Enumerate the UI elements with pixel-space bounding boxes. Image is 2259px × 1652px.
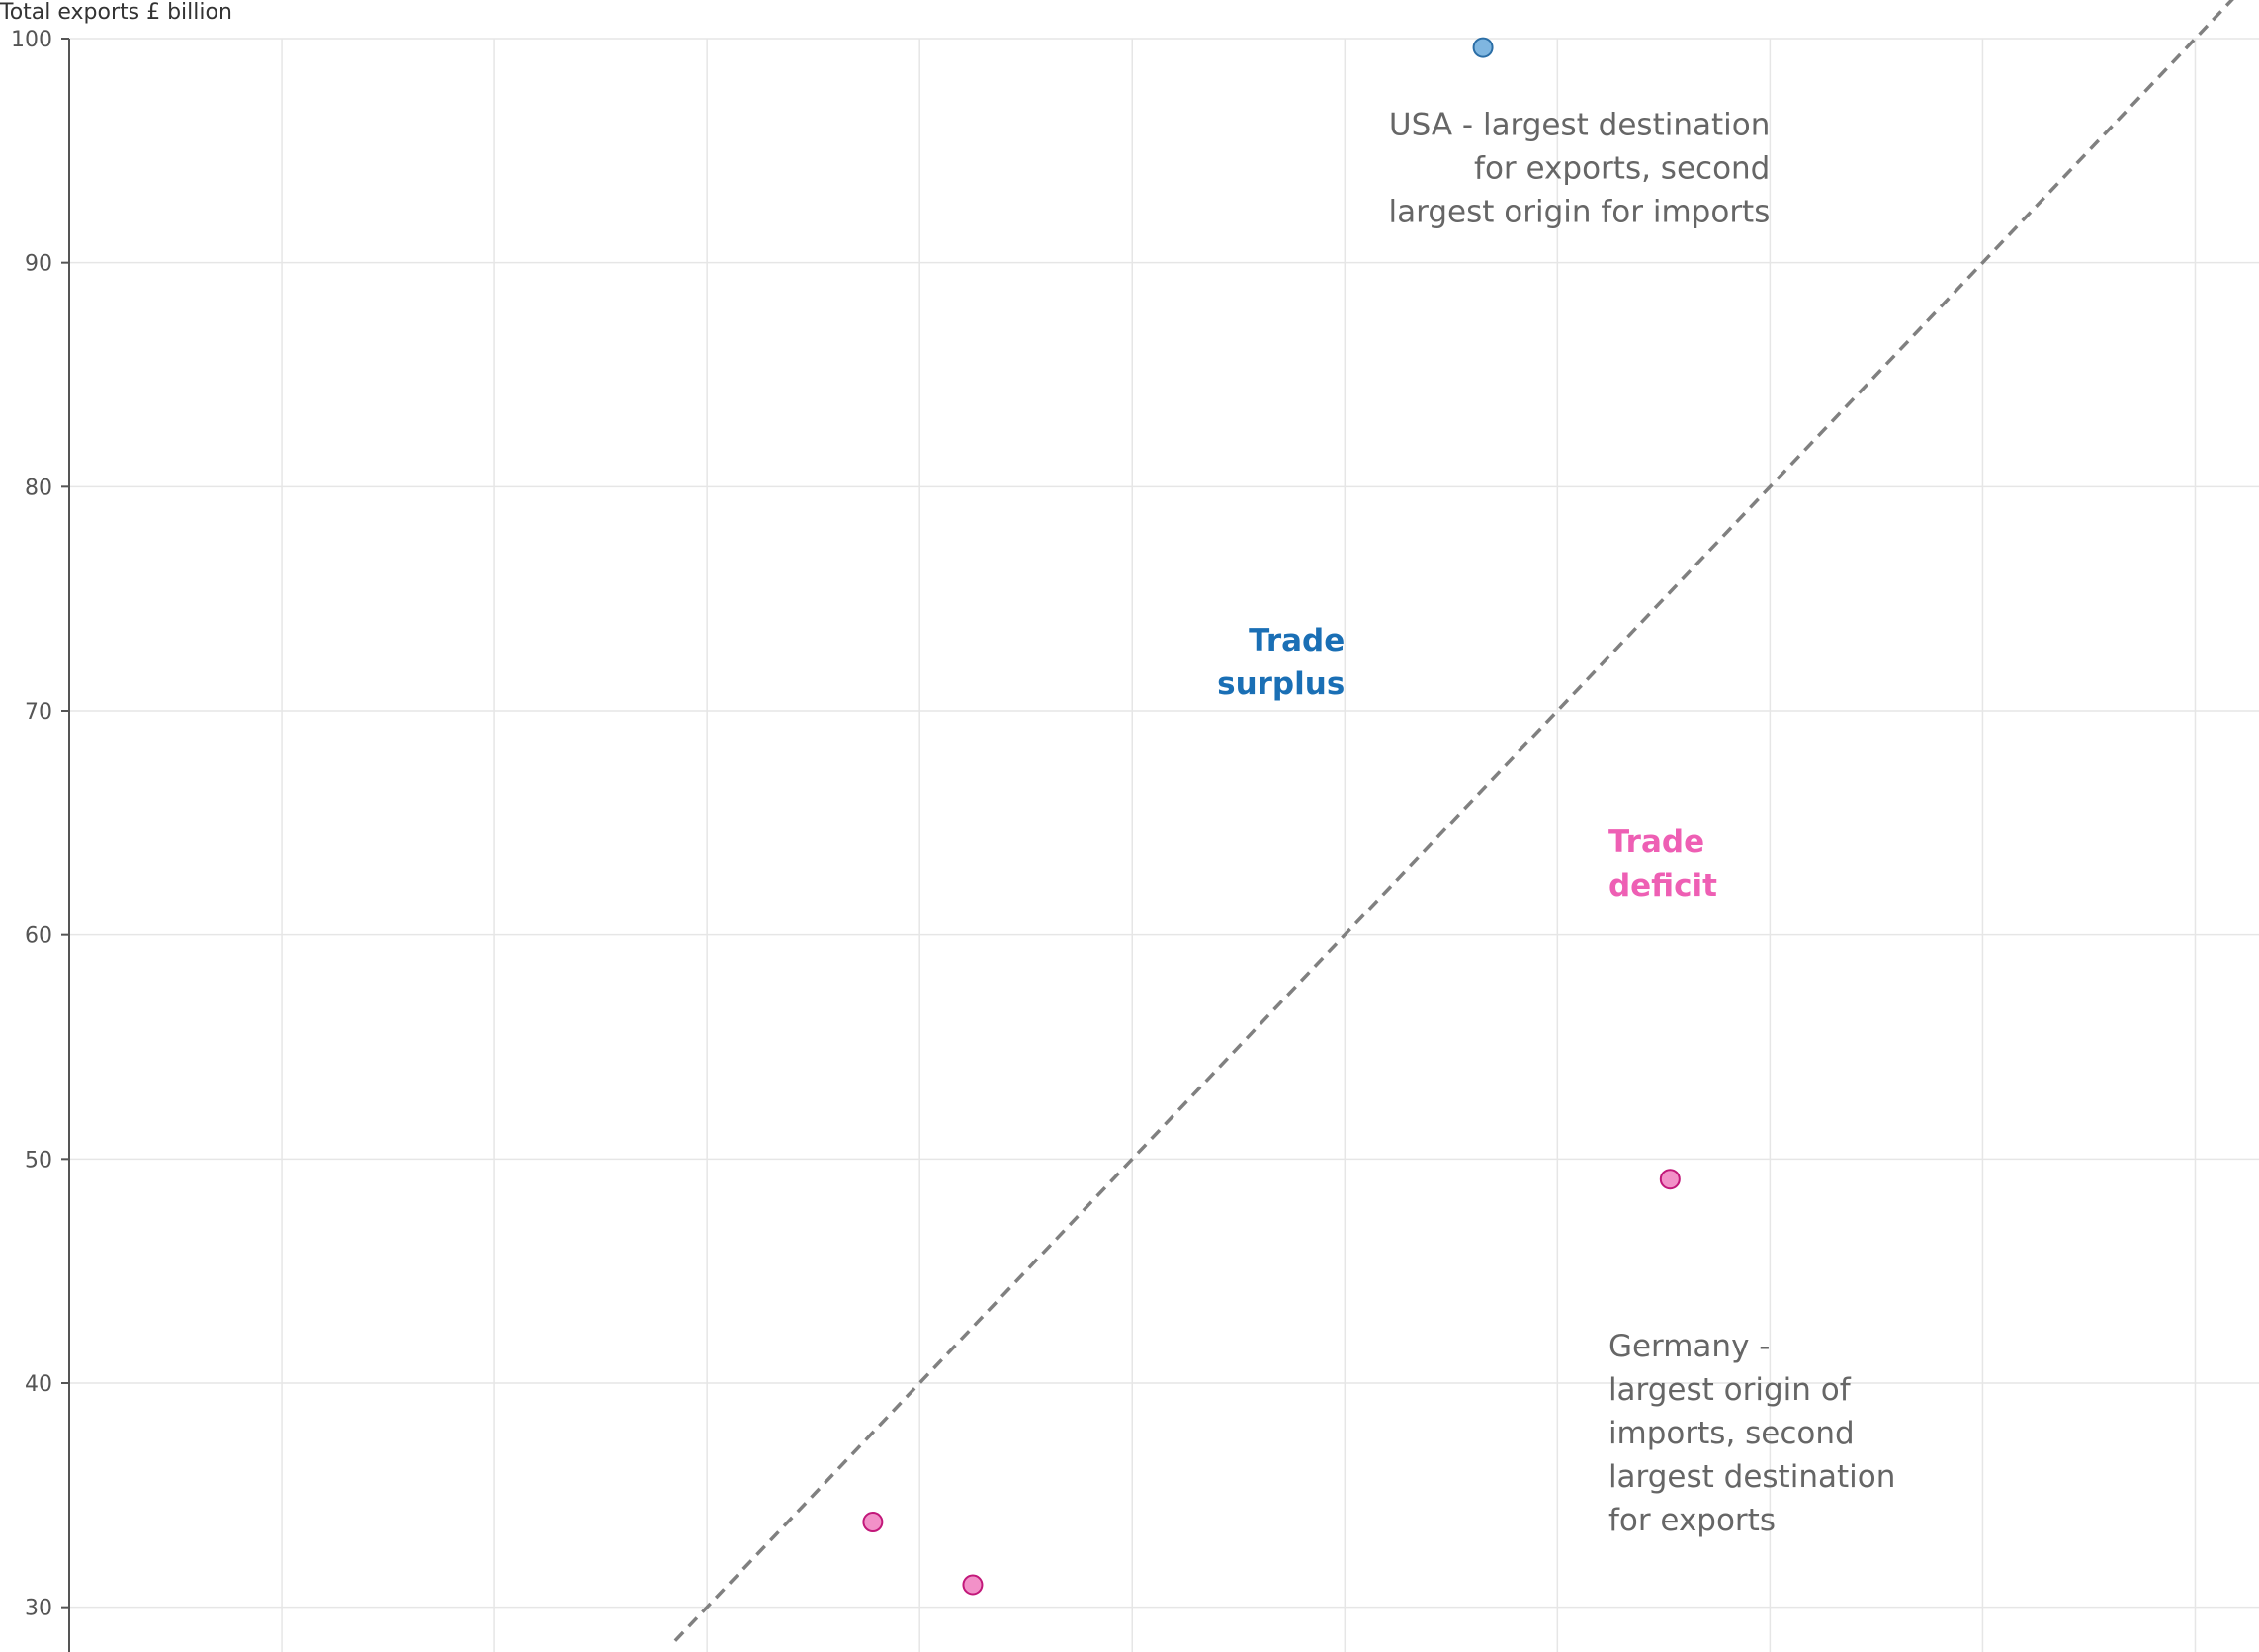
y-tick-label: 100 [11, 28, 52, 52]
annotation-line: for exports, second [1474, 150, 1770, 186]
y-tick-label: 30 [25, 1597, 52, 1621]
annotation-line: largest destination [1608, 1459, 1895, 1495]
y-tick-labels: 30 40 50 60 70 80 90 100 [11, 28, 69, 1621]
annotations: USA - largest destination for exports, se… [1217, 107, 1895, 1537]
data-point [862, 1512, 884, 1533]
y-tick-label: 90 [25, 252, 52, 277]
data-point [962, 1574, 984, 1596]
annotation-text: USA - largest destination for exports, se… [1389, 107, 1771, 229]
annotation-line: deficit [1608, 868, 1717, 904]
annotation-line: Trade [1249, 623, 1345, 658]
y-tick-label: 60 [25, 924, 52, 949]
data-point [1472, 37, 1494, 58]
annotation-line: largest origin for imports [1389, 194, 1771, 229]
trade-surplus-label: Trade surplus [1217, 623, 1345, 702]
y-tick-label: 40 [25, 1372, 52, 1397]
annotation-line: for exports [1608, 1503, 1776, 1538]
annotation-line: Germany - [1608, 1329, 1771, 1364]
annotation-line: imports, second [1608, 1416, 1855, 1451]
y-tick-label: 80 [25, 476, 52, 500]
annotation-line: largest origin of [1608, 1372, 1852, 1408]
grid-lines [69, 38, 2259, 1652]
data-points [862, 37, 1681, 1596]
annotation-line: USA - largest destination [1389, 107, 1770, 142]
annotation-line: Trade [1608, 825, 1704, 860]
annotation-line: surplus [1217, 666, 1345, 702]
y-tick-label: 70 [25, 700, 52, 725]
annotation-text: Germany - largest origin of imports, secon… [1608, 1329, 1895, 1538]
y-tick-label: 50 [25, 1148, 52, 1173]
data-point [1659, 1169, 1681, 1190]
y-axis-label: Total exports £ billion [0, 0, 232, 25]
balance-reference-line [673, 0, 2234, 1642]
trade-deficit-label: Trade deficit [1608, 825, 1717, 904]
